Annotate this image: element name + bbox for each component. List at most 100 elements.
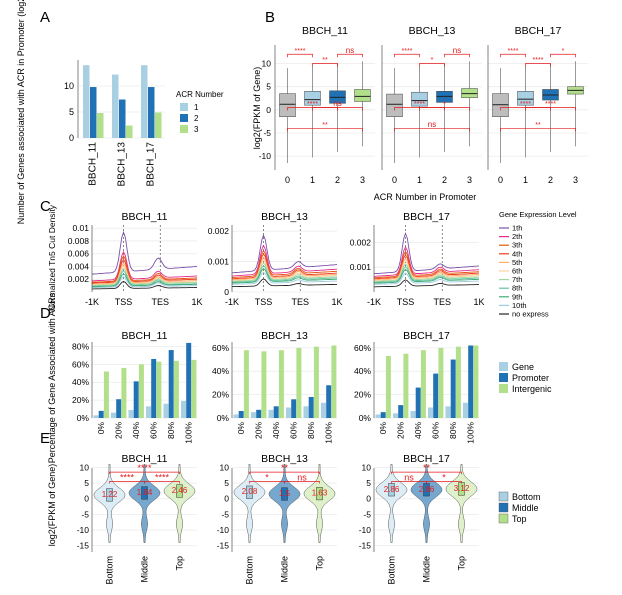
- panel-d-bar: [278, 350, 284, 418]
- panel-d-bar: [133, 381, 139, 418]
- panel-b-box: [517, 91, 534, 106]
- panel-c-profile-line: [92, 280, 198, 290]
- panel-d-bar: [173, 360, 179, 418]
- panel-c-ytick: 0.002: [68, 274, 90, 284]
- panel-d-bar: [243, 350, 249, 418]
- panel-a-bar: [155, 112, 162, 138]
- panel-d-bar: [98, 410, 104, 418]
- panel-d-ytick: 60%: [72, 359, 89, 369]
- panel-a-bar: [126, 125, 133, 138]
- panel-c-legend-label: 10th: [512, 301, 527, 310]
- panel-d-xtick: 80%: [166, 422, 176, 439]
- panel-d-facet-title: BBCH_13: [261, 330, 308, 342]
- panel-b-sig-bracket: [337, 53, 363, 58]
- panel-d-xtick: 100%: [465, 422, 475, 444]
- panel-d-bar: [233, 414, 239, 418]
- panel-c-xtick: TES: [433, 297, 451, 307]
- panel-e-sig-bracket: [249, 471, 320, 475]
- panel-d-bar: [410, 410, 416, 418]
- panel-e-facet-title: BBCH_17: [403, 453, 450, 465]
- panel-d-bar: [428, 407, 433, 418]
- panel-d-bar: [103, 371, 109, 418]
- panel-b-ytick: -10: [259, 151, 272, 161]
- panel-a-bar-chart: Number of Genes associated with ACR in P…: [16, 0, 224, 224]
- panel-b-sig-bracket: [312, 63, 338, 67]
- panel-d-ytick: 20%: [72, 395, 89, 405]
- panel-c-profile-line: [92, 250, 198, 282]
- panel-e-ytick: 0: [84, 494, 89, 504]
- panel-d-xtick: 40%: [131, 422, 141, 439]
- panel-d-bar: [146, 406, 151, 418]
- panel-b-box-plots: log2(FPKM of Gene) ACR Number in Promote…: [252, 25, 588, 202]
- panel-a-xtick: BBCH_13: [117, 142, 128, 187]
- panel-e-violin: [233, 464, 266, 543]
- panel-e-sig-label: ****: [155, 473, 170, 483]
- panel-e-median-label: 1.63: [312, 489, 328, 498]
- panel-d-bar: [273, 406, 279, 418]
- panel-d-bar: [331, 345, 337, 418]
- panel-b-ytick: 0: [266, 105, 271, 115]
- panel-b-sig-bracket: [312, 107, 363, 111]
- panel-e-ytick: -10: [359, 525, 372, 535]
- panel-b-sig-label: ns: [428, 120, 436, 129]
- panel-letter-e: E: [40, 430, 50, 447]
- panel-d-bar: [286, 407, 291, 418]
- panel-d-bar: [156, 361, 162, 418]
- panel-b-xtick: 2: [442, 175, 447, 185]
- panel-e-sig-bracket: [426, 481, 462, 484]
- panel-e-sig-bracket: [144, 481, 180, 484]
- panel-c-legend-label: 3th: [512, 241, 522, 250]
- panel-b-sig-label: ****: [295, 48, 306, 55]
- panel-c-xtick: -1K: [85, 297, 99, 307]
- panel-d-bar: [326, 385, 332, 418]
- panel-c-profile-line: [91, 255, 197, 283]
- panel-d-bar: [268, 409, 274, 418]
- panel-b-sig-label: ****: [508, 48, 519, 55]
- panel-d-xtick: 80%: [306, 422, 316, 439]
- panel-b-xtick: 1: [310, 175, 315, 185]
- panel-e-ytick: -5: [81, 509, 89, 519]
- panel-c-legend-label: 1th: [512, 224, 522, 233]
- panel-c-legend-title: Gene Expression Level: [499, 210, 577, 219]
- panel-e-sig-bracket: [109, 471, 180, 475]
- panel-e-ytick: 0: [366, 494, 371, 504]
- panel-e-sig-label: ns: [297, 473, 307, 483]
- panel-e-inner-box: [423, 483, 430, 497]
- panel-e-xtick: Top: [315, 556, 325, 571]
- panel-e-ytick: 10: [80, 462, 90, 472]
- panel-b-facet-title: BBCH_11: [302, 25, 348, 37]
- panel-c-legend-label: 5th: [512, 258, 522, 267]
- panel-c-profile-line: [91, 262, 198, 285]
- panel-b-sig-bracket: [287, 53, 313, 58]
- panel-d-bar: [393, 413, 398, 418]
- panel-e-ytick: -15: [77, 541, 90, 551]
- panel-e-violin: [93, 464, 126, 543]
- panel-d-bar: [181, 401, 186, 418]
- panel-b-sig-bracket: [419, 63, 445, 67]
- panel-e-ytick: -15: [217, 541, 230, 551]
- panel-b-xtick: 1: [417, 175, 422, 185]
- panel-b-xtick: 3: [573, 175, 578, 185]
- panel-b-sig-label: **: [535, 122, 541, 129]
- panel-d-bar: [450, 359, 456, 418]
- panel-a-legend-swatch: [180, 125, 188, 133]
- panel-letter-a: A: [40, 9, 50, 26]
- panel-e-legend-label: Top: [512, 514, 527, 524]
- panel-b-sig-label: *: [562, 48, 565, 55]
- panel-a-ylabel-line1: Number of Genes associated with ACR in P…: [16, 0, 26, 224]
- panel-b-sig-label: ns: [333, 99, 341, 108]
- panel-c-legend-label: 2th: [512, 232, 522, 241]
- panel-e-median-label: 1.22: [102, 490, 118, 499]
- panel-c-profile-line: [231, 278, 337, 288]
- panel-d-facet-title: BBCH_17: [403, 330, 450, 342]
- panel-e-violin: [128, 464, 161, 543]
- panel-b-sig-bracket: [444, 53, 470, 58]
- panel-b-box: [279, 93, 296, 118]
- panel-a-bar: [141, 65, 148, 138]
- panel-e-ytick: -5: [221, 509, 229, 519]
- panel-d-ytick: 20%: [212, 390, 229, 400]
- panel-d-ytick: 60%: [354, 343, 371, 353]
- panel-b-box: [386, 93, 403, 118]
- panel-b-box: [304, 91, 321, 106]
- panel-b-sig-label: ****: [520, 101, 531, 108]
